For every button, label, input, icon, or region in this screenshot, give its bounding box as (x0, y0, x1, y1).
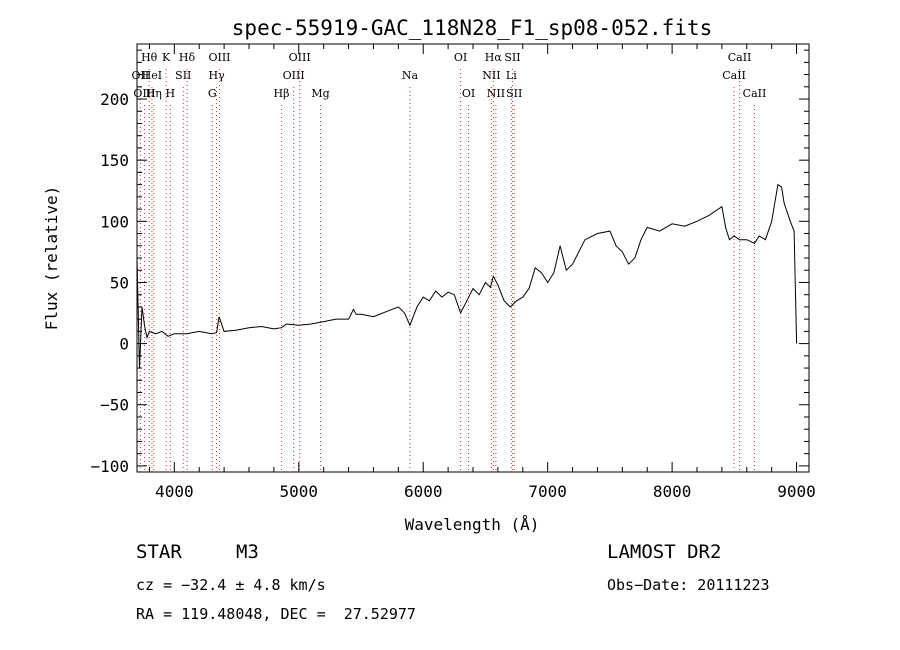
y-tick-label: −50 (100, 396, 129, 415)
line-label: OIII (208, 51, 230, 64)
coordinates: RA = 119.48048, DEC = 27.52977 (136, 605, 416, 623)
line-label: SII (504, 51, 520, 64)
observation-date: Obs−Date: 20111223 (607, 576, 770, 594)
x-tick-label: 6000 (404, 482, 443, 501)
line-label: NII (487, 87, 505, 100)
line-label: Mg (311, 87, 329, 100)
y-tick-label: 0 (119, 335, 129, 354)
line-label: Hα (485, 51, 503, 64)
y-tick-label: 150 (100, 151, 129, 170)
y-axis-label: Flux (relative) (42, 186, 61, 331)
y-tick-label: −100 (90, 457, 129, 476)
line-label: Hη (146, 87, 162, 100)
line-label: H (166, 87, 176, 100)
x-tick-label: 7000 (528, 482, 567, 501)
x-tick-label: 5000 (280, 482, 319, 501)
y-axis-ticks: −100 −50 0 50 100 150 200 (90, 49, 809, 476)
line-label: G (208, 87, 217, 100)
line-label: OII (132, 69, 150, 82)
x-tick-label: 4000 (155, 482, 194, 501)
line-label: SII (175, 69, 191, 82)
line-label: OI (462, 87, 475, 100)
object-class: STAR (136, 541, 182, 563)
x-tick-label: 8000 (653, 482, 692, 501)
redshift-velocity: cz = −32.4 ± 4.8 km/s (136, 576, 326, 594)
plot-frame (136, 43, 810, 473)
line-label: SII (506, 87, 522, 100)
x-axis-label: Wavelength (Å) (405, 515, 540, 534)
line-label: OIII (283, 69, 305, 82)
line-label: Hθ (141, 51, 158, 64)
line-label: HeI (142, 69, 162, 82)
survey-name: LAMOST DR2 (607, 541, 722, 563)
chart-title: spec-55919-GAC_118N28_F1_sp08-052.fits (232, 16, 712, 40)
line-label: CaII (728, 51, 752, 64)
y-tick-label: 100 (100, 212, 129, 231)
y-tick-label: 50 (110, 273, 129, 292)
line-label: Li (506, 69, 517, 82)
line-label: Hδ (179, 51, 196, 64)
line-label: Hβ (274, 87, 290, 100)
x-axis-ticks: 4000 5000 6000 7000 8000 9000 (148, 44, 816, 501)
line-label: OIII (289, 51, 311, 64)
spectral-line-markers (139, 69, 755, 472)
line-label: CaII (722, 69, 746, 82)
line-label: OIII (133, 87, 155, 100)
line-label: K (162, 51, 171, 64)
y-tick-label: 200 (100, 90, 129, 109)
line-label: Hγ (209, 69, 226, 82)
line-label: CaII (743, 87, 767, 100)
object-subclass: M3 (236, 541, 259, 563)
line-label: OI (454, 51, 467, 64)
line-label: NII (482, 69, 500, 82)
line-label: Na (402, 69, 419, 82)
spectrum-line (136, 183, 798, 369)
x-tick-label: 9000 (777, 482, 816, 501)
